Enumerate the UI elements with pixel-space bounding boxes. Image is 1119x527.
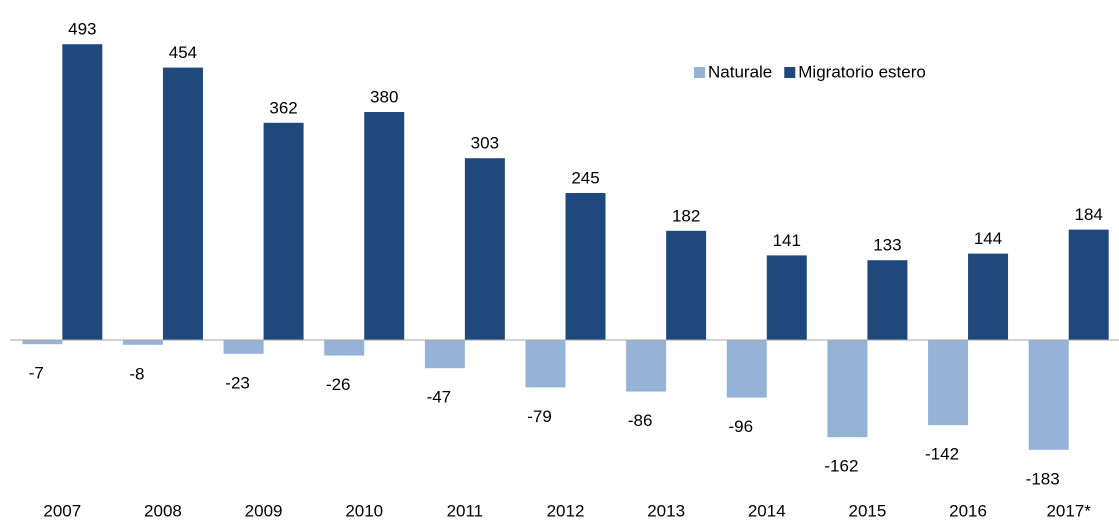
bar (122, 340, 163, 345)
data-label: -96 (728, 417, 753, 436)
bar (565, 193, 606, 340)
bar (666, 230, 707, 340)
data-label: -86 (628, 411, 653, 430)
bar (1068, 229, 1109, 340)
data-label: -79 (527, 407, 552, 426)
x-tick-label: 2010 (345, 501, 383, 520)
data-label: 303 (471, 134, 499, 153)
x-tick-label: 2012 (547, 501, 585, 520)
data-label: -162 (824, 457, 858, 476)
bar (263, 122, 304, 340)
data-label: 184 (1074, 205, 1102, 224)
x-tick-label: 2011 (447, 501, 484, 520)
legend-label: Migratorio estero (798, 62, 926, 81)
bar (626, 340, 667, 392)
data-label: 133 (873, 236, 901, 255)
bar (928, 340, 969, 426)
bar (324, 340, 365, 356)
bar (464, 158, 505, 340)
data-label: 144 (974, 229, 1002, 248)
bar (22, 340, 63, 345)
data-label: 380 (370, 87, 398, 106)
bar (364, 112, 405, 340)
data-label: 182 (672, 206, 700, 225)
data-label: 493 (68, 20, 96, 39)
bar (867, 260, 908, 340)
legend-label: Naturale (708, 62, 772, 81)
x-tick-label: 2017* (1046, 501, 1091, 520)
x-tick-label: 2015 (848, 501, 886, 520)
x-tick-label: 2013 (647, 501, 685, 520)
x-tick-label: 2009 (245, 501, 283, 520)
data-label: -8 (129, 364, 144, 383)
data-label: 245 (571, 168, 599, 187)
bar (766, 255, 807, 340)
bar (162, 67, 203, 340)
data-label: -47 (427, 388, 452, 407)
data-label: -7 (29, 364, 44, 383)
bar (424, 340, 465, 369)
data-label: 454 (169, 43, 197, 62)
data-label: -183 (1026, 469, 1060, 488)
data-label: -23 (225, 373, 250, 392)
x-tick-label: 2016 (949, 501, 987, 520)
bar (726, 340, 767, 398)
legend-swatch (784, 67, 796, 78)
data-label: 362 (269, 98, 297, 117)
bar (223, 340, 264, 354)
data-label: -26 (326, 375, 351, 394)
bar (525, 340, 566, 388)
bar (827, 340, 868, 438)
legend-swatch (694, 67, 705, 78)
bar (62, 44, 103, 340)
data-label: -142 (925, 445, 959, 464)
bar (968, 253, 1009, 340)
x-tick-label: 2008 (144, 501, 182, 520)
data-label: 141 (773, 231, 801, 250)
x-tick-label: 2014 (748, 501, 786, 520)
bar (1028, 340, 1069, 450)
x-tick-label: 2007 (43, 501, 81, 520)
